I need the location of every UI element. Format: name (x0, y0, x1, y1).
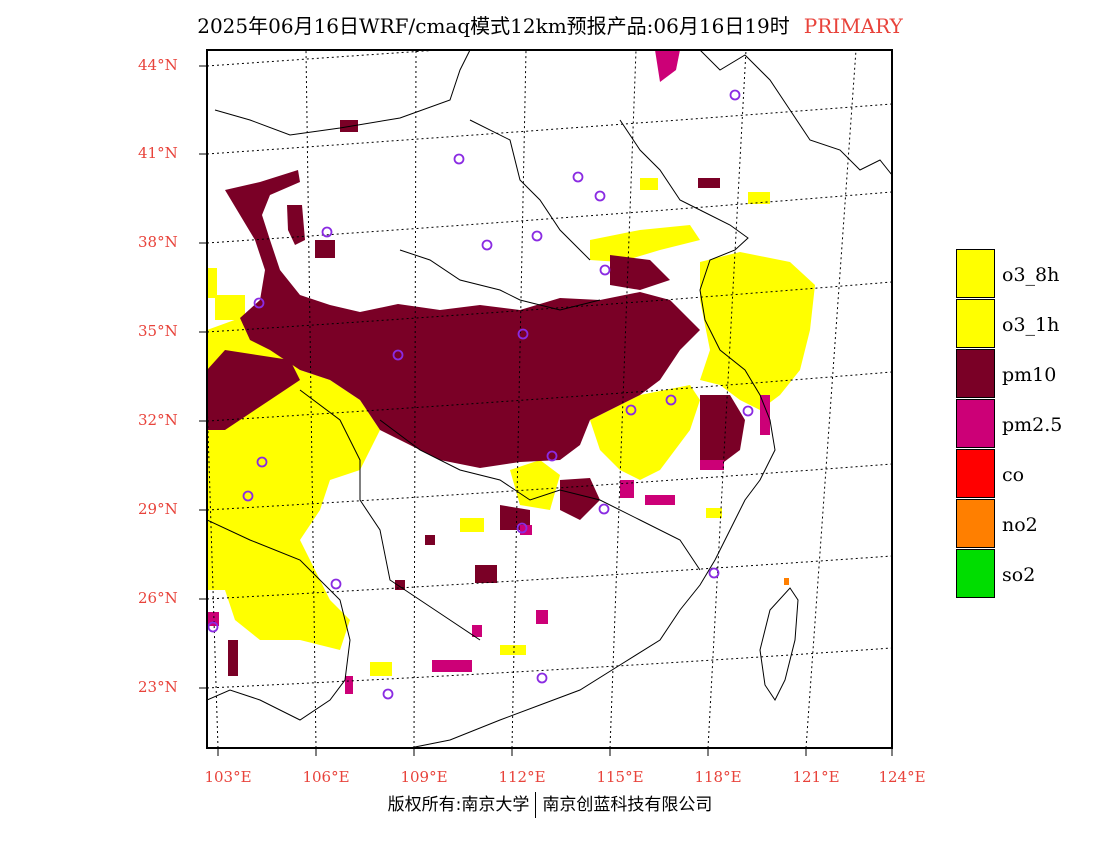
legend-swatch (956, 349, 995, 398)
legend-item-o3-8h: o3_8h (956, 249, 1074, 299)
lon-label: 103°E (204, 768, 252, 786)
map-content (207, 50, 892, 748)
copyright-separator (535, 792, 537, 818)
lon-label: 109°E (400, 768, 448, 786)
legend-item-co: co (956, 449, 1074, 499)
legend-swatch (956, 249, 995, 298)
lat-label: 41°N (138, 144, 178, 162)
legend-label: co (1002, 464, 1025, 486)
pm25-field (207, 50, 770, 694)
pollutant-legend: o3_8h o3_1h pm10 pm2.5 co no2 so2 (956, 249, 1074, 599)
copyright-notice: 版权所有:南京大学 南京创蓝科技有限公司 (0, 790, 1100, 818)
copyright-left: 版权所有:南京大学 (387, 795, 530, 815)
lat-label: 23°N (138, 678, 178, 696)
legend-item-o3-1h: o3_1h (956, 299, 1074, 349)
lat-label: 35°N (138, 322, 178, 340)
legend-swatch (956, 549, 995, 598)
legend-label: pm10 (1002, 364, 1057, 386)
lat-label: 32°N (138, 411, 178, 429)
legend-label: no2 (1002, 514, 1038, 536)
legend-label: pm2.5 (1002, 414, 1063, 436)
copyright-right: 南京创蓝科技有限公司 (542, 795, 713, 815)
title-main: 2025年06月16日WRF/cmaq模式12km预报产品:06月16日19时 (197, 14, 790, 38)
legend-swatch (956, 499, 995, 548)
legend-label: o3_8h (1002, 264, 1060, 286)
map-title: 2025年06月16日WRF/cmaq模式12km预报产品:06月16日19时 P… (0, 10, 1100, 39)
lat-label: 44°N (138, 56, 178, 74)
lon-label: 121°E (792, 768, 840, 786)
legend-item-so2: so2 (956, 549, 1074, 599)
tick-marks (199, 65, 893, 756)
legend-item-pm25: pm2.5 (956, 399, 1074, 449)
legend-item-pm10: pm10 (956, 349, 1074, 399)
pm10-field (207, 120, 745, 676)
legend-swatch (956, 449, 995, 498)
legend-label: o3_1h (1002, 314, 1060, 336)
legend-swatch (956, 399, 995, 448)
title-primary-tag: PRIMARY (803, 14, 903, 38)
lat-label: 29°N (138, 500, 178, 518)
boundaries (207, 50, 892, 748)
lon-label: 118°E (694, 768, 742, 786)
lat-label: 26°N (138, 589, 178, 607)
lon-label: 115°E (596, 768, 644, 786)
legend-swatch (956, 299, 995, 348)
legend-label: so2 (1002, 564, 1036, 586)
map-frame (206, 49, 893, 749)
lon-label: 106°E (302, 768, 350, 786)
lon-label: 112°E (498, 768, 546, 786)
station-markers (207, 89, 754, 700)
lat-label: 38°N (138, 233, 178, 251)
lon-label: 124°E (878, 768, 926, 786)
legend-item-no2: no2 (956, 499, 1074, 549)
no2-field (784, 578, 789, 585)
